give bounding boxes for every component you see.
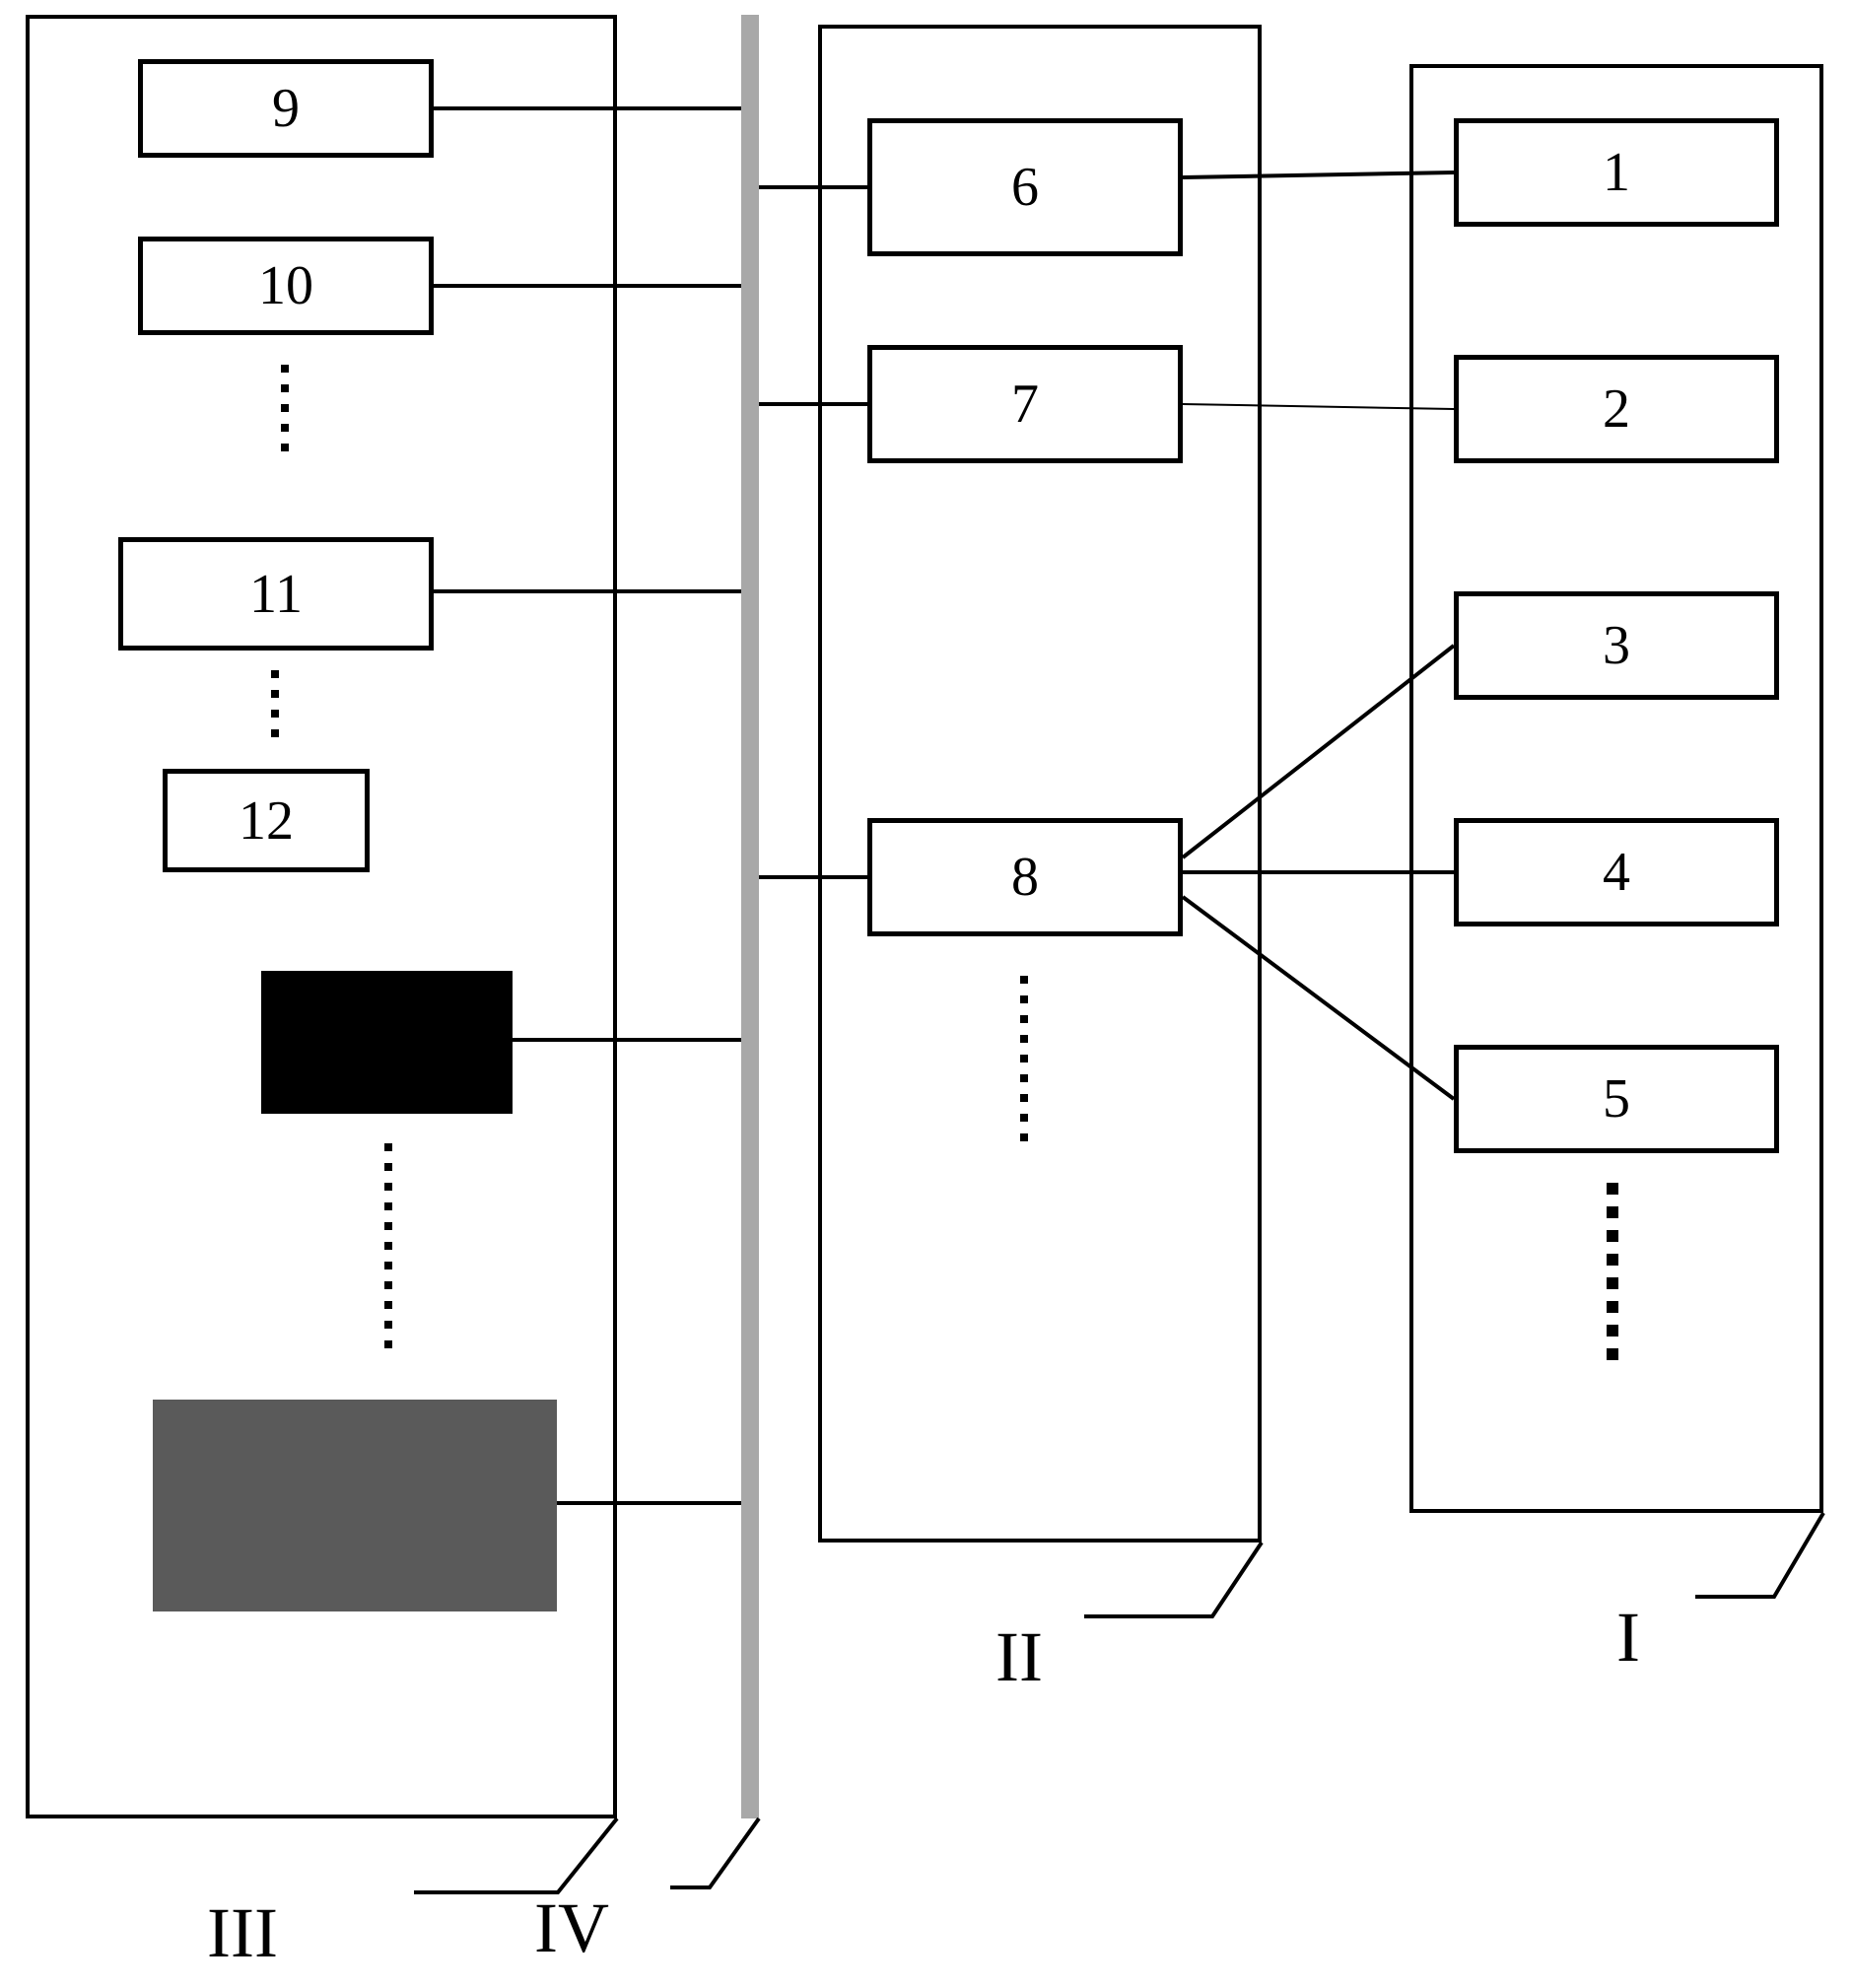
- node-2: 2: [1454, 355, 1779, 463]
- label-bus: IV: [534, 1887, 609, 1969]
- callout-col2: [1084, 1542, 1262, 1616]
- dots-13-14: [384, 1143, 392, 1348]
- label-col1: I: [1616, 1597, 1640, 1679]
- node-1-label: 1: [1603, 141, 1630, 204]
- node-4-label: 4: [1603, 841, 1630, 904]
- label-col1-text: I: [1616, 1598, 1640, 1677]
- label-col3-text: III: [207, 1893, 278, 1972]
- node-10-label: 10: [258, 254, 313, 317]
- node-9: 9: [138, 59, 434, 158]
- node-2-label: 2: [1603, 377, 1630, 441]
- node-3: 3: [1454, 591, 1779, 700]
- node-8-label: 8: [1011, 846, 1039, 909]
- label-col2: II: [995, 1616, 1043, 1698]
- node-4: 4: [1454, 818, 1779, 926]
- dots-col1: [1607, 1183, 1618, 1360]
- node-8: 8: [867, 818, 1183, 936]
- callout-col3: [414, 1818, 617, 1892]
- node-5: 5: [1454, 1045, 1779, 1153]
- label-col3: III: [207, 1892, 278, 1974]
- node-6: 6: [867, 118, 1183, 256]
- callout-bus: [670, 1818, 759, 1887]
- node-12: 12: [163, 769, 370, 872]
- callout-col1: [1695, 1513, 1823, 1597]
- diagram-canvas: 1 2 3 4 5 6 7 8 9 10 11 12: [0, 0, 1852, 1988]
- node-3-label: 3: [1603, 614, 1630, 677]
- bus-line: [741, 15, 759, 1818]
- node-1: 1: [1454, 118, 1779, 227]
- node-13-black: [261, 971, 513, 1114]
- node-10: 10: [138, 237, 434, 335]
- label-col2-text: II: [995, 1617, 1043, 1696]
- node-12-label: 12: [239, 789, 294, 853]
- dots-10-11: [281, 365, 289, 451]
- node-5-label: 5: [1603, 1067, 1630, 1131]
- node-7: 7: [867, 345, 1183, 463]
- label-bus-text: IV: [534, 1888, 609, 1967]
- node-14-gray: [153, 1400, 557, 1611]
- dots-11-12: [271, 670, 279, 737]
- node-9-label: 9: [272, 77, 300, 140]
- node-11: 11: [118, 537, 434, 651]
- node-6-label: 6: [1011, 156, 1039, 219]
- dots-col2: [1020, 976, 1028, 1141]
- node-7-label: 7: [1011, 373, 1039, 436]
- node-11-label: 11: [249, 563, 303, 626]
